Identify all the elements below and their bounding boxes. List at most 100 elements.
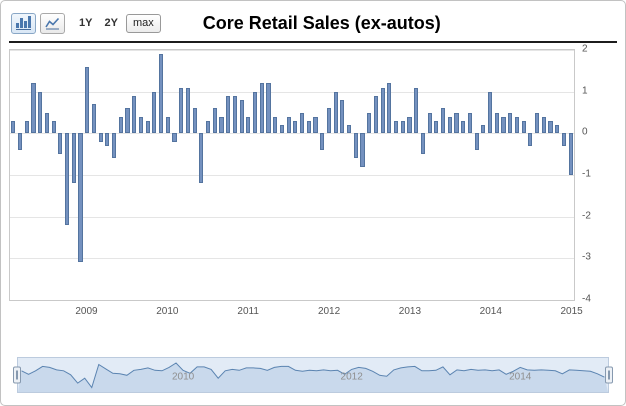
bar xyxy=(326,108,332,134)
x-axis-label: 2012 xyxy=(317,306,341,317)
bar xyxy=(65,133,70,225)
bar xyxy=(394,120,399,134)
range-button-2y[interactable]: 2Y xyxy=(104,17,118,29)
bar xyxy=(514,116,520,134)
bar xyxy=(212,108,217,134)
x-axis-label: 2015 xyxy=(560,306,583,317)
bar xyxy=(300,112,305,134)
bar xyxy=(508,112,513,134)
bar-chart-type-button[interactable] xyxy=(11,12,36,34)
bar xyxy=(420,133,426,155)
bar xyxy=(253,91,258,134)
navigator-left-handle[interactable] xyxy=(13,366,21,384)
bar xyxy=(461,120,466,134)
bar xyxy=(259,83,264,134)
bar xyxy=(219,116,224,134)
plot-area[interactable] xyxy=(9,49,575,301)
bar xyxy=(152,91,157,134)
bar xyxy=(273,116,278,134)
bar xyxy=(414,87,419,134)
bar xyxy=(407,116,412,134)
bar xyxy=(71,133,76,184)
bar xyxy=(138,116,144,134)
bar xyxy=(159,54,164,134)
y-axis-label: -1 xyxy=(582,168,591,180)
bar xyxy=(38,91,43,134)
bar xyxy=(185,87,191,134)
bar xyxy=(232,95,238,134)
bar xyxy=(481,125,486,134)
range-button-1y[interactable]: 1Y xyxy=(79,17,93,29)
bar xyxy=(447,116,452,134)
gridline xyxy=(10,216,574,218)
bar xyxy=(206,120,211,134)
bar xyxy=(306,120,311,134)
x-axis-label: 2010 xyxy=(156,306,179,317)
chart-region: 2 1 0 -1 -2 -3 -4 2009 2010 2011 2012 2013 2014 2015 xyxy=(9,44,617,321)
bar-chart-icon xyxy=(16,15,31,30)
bar xyxy=(467,112,473,134)
bar xyxy=(105,133,110,146)
bar xyxy=(427,112,432,134)
bar xyxy=(494,112,499,134)
navigator: 2010 2012 2014 xyxy=(13,357,613,393)
bar xyxy=(85,66,90,134)
gridline xyxy=(10,300,574,301)
bar xyxy=(286,116,291,134)
bar xyxy=(125,108,130,134)
x-axis: 2009 2010 2011 2012 2013 2014 2015 xyxy=(9,303,582,319)
y-axis-label: 0 xyxy=(582,126,588,138)
bar xyxy=(347,125,352,134)
x-axis-label: 2009 xyxy=(75,306,98,317)
y-axis: 2 1 0 -1 -2 -3 -4 xyxy=(579,44,613,305)
bar xyxy=(132,95,137,134)
bar xyxy=(454,112,459,134)
bar xyxy=(192,108,197,134)
bar xyxy=(91,104,97,134)
bar xyxy=(373,95,379,134)
range-button-max[interactable]: max xyxy=(125,13,161,33)
bar xyxy=(226,95,231,134)
bar xyxy=(279,125,285,134)
bar xyxy=(501,116,506,134)
bar xyxy=(266,83,271,134)
y-axis-label: -3 xyxy=(582,251,591,263)
line-chart-type-button[interactable] xyxy=(40,12,65,34)
bar xyxy=(98,133,103,142)
bar xyxy=(199,133,204,184)
bar xyxy=(24,120,29,134)
bar xyxy=(367,112,372,134)
bar xyxy=(165,116,170,134)
bar xyxy=(145,120,150,134)
bar xyxy=(313,116,318,134)
x-axis-label: 2013 xyxy=(398,306,422,317)
bar xyxy=(400,120,405,134)
bar xyxy=(380,87,385,134)
bar xyxy=(528,133,533,146)
bar xyxy=(78,133,83,263)
gridline xyxy=(10,91,574,93)
line-chart-icon xyxy=(45,17,60,30)
y-axis-label: 2 xyxy=(582,43,588,55)
bar xyxy=(320,133,325,150)
navigator-band[interactable]: 2010 2012 2014 xyxy=(17,357,609,393)
x-axis-label: 2011 xyxy=(237,306,259,317)
header-divider xyxy=(9,41,617,43)
bar xyxy=(112,133,117,159)
bar xyxy=(548,120,553,134)
bar xyxy=(535,112,540,134)
bar xyxy=(568,133,573,175)
bar xyxy=(51,120,56,134)
bar xyxy=(246,116,251,134)
bar xyxy=(541,116,546,134)
bar xyxy=(353,133,358,159)
bar xyxy=(561,133,567,146)
bar xyxy=(18,133,23,150)
gridline xyxy=(10,50,574,51)
navigator-right-handle[interactable] xyxy=(605,366,613,384)
bar xyxy=(179,87,184,134)
navigator-area-chart xyxy=(18,362,608,392)
bar xyxy=(488,91,493,134)
y-axis-label: 1 xyxy=(582,85,588,97)
